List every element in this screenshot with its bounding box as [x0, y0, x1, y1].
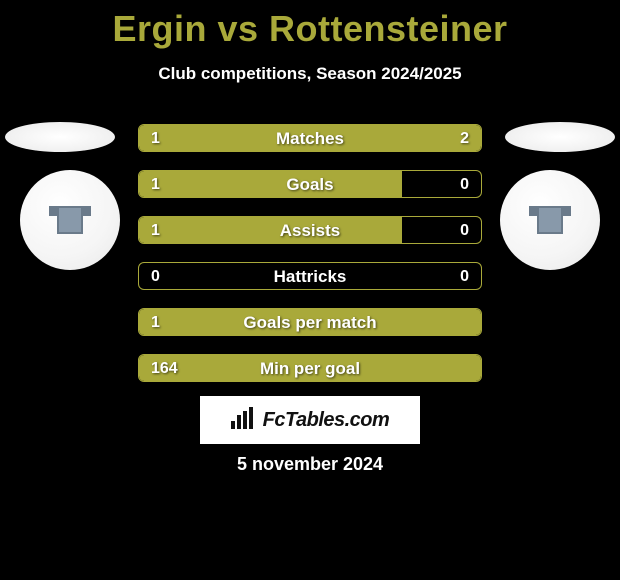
- stats-container: 1 Matches 2 1 Goals 0 1 Assists 0 0 Hatt…: [138, 124, 482, 400]
- shirt-icon: [537, 206, 563, 234]
- stat-row-hattricks: 0 Hattricks 0: [138, 262, 482, 290]
- right-player-avatar: [500, 170, 600, 270]
- left-player-avatar: [20, 170, 120, 270]
- stat-right-value: 0: [460, 217, 469, 244]
- stat-row-goals-per-match: 1 Goals per match: [138, 308, 482, 336]
- stat-label: Hattricks: [139, 263, 481, 290]
- stat-left-value: 1: [151, 171, 160, 198]
- comparison-title: Ergin vs Rottensteiner: [0, 0, 620, 50]
- stat-row-assists: 1 Assists 0: [138, 216, 482, 244]
- comparison-date: 5 november 2024: [0, 454, 620, 475]
- stat-right-value: 0: [460, 171, 469, 198]
- shirt-icon: [57, 206, 83, 234]
- stat-left-value: 1: [151, 125, 160, 152]
- stat-left-fill: [139, 217, 402, 243]
- stat-left-value: 0: [151, 263, 160, 290]
- stat-right-value: 2: [460, 125, 469, 152]
- fctables-logo: FcTables.com: [200, 396, 420, 444]
- left-player-shadow: [5, 122, 115, 152]
- stat-left-value: 1: [151, 217, 160, 244]
- comparison-subtitle: Club competitions, Season 2024/2025: [0, 64, 620, 84]
- stat-right-fill: [252, 125, 481, 151]
- logo-text: FcTables.com: [263, 409, 390, 432]
- stat-row-min-per-goal: 164 Min per goal: [138, 354, 482, 382]
- stat-left-value: 1: [151, 309, 160, 336]
- stat-row-matches: 1 Matches 2: [138, 124, 482, 152]
- bar-chart-icon: [231, 407, 257, 434]
- stat-left-value: 164: [151, 355, 178, 382]
- stat-full-fill: [139, 355, 481, 381]
- stat-row-goals: 1 Goals 0: [138, 170, 482, 198]
- stat-full-fill: [139, 309, 481, 335]
- right-player-shadow: [505, 122, 615, 152]
- stat-left-fill: [139, 171, 402, 197]
- stat-right-value: 0: [460, 263, 469, 290]
